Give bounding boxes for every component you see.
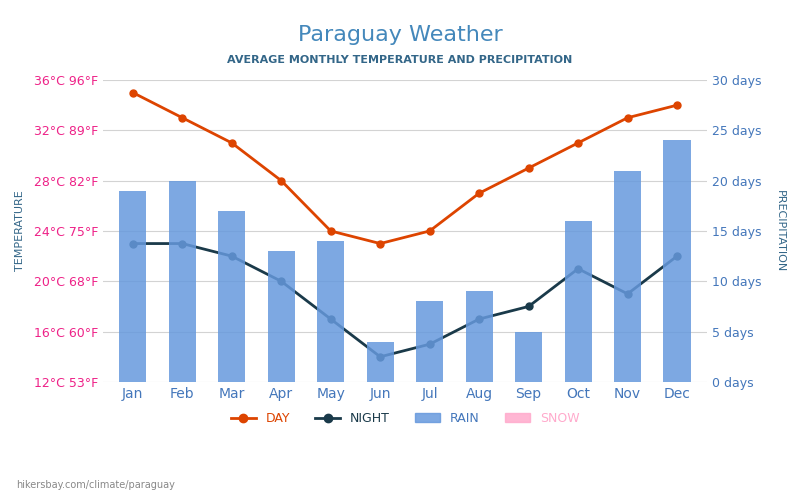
Bar <box>317 241 344 382</box>
Bar <box>663 140 690 382</box>
Bar <box>515 332 542 382</box>
Bar <box>169 180 196 382</box>
Bar <box>614 170 641 382</box>
Bar <box>565 221 592 382</box>
Text: AVERAGE MONTHLY TEMPERATURE AND PRECIPITATION: AVERAGE MONTHLY TEMPERATURE AND PRECIPIT… <box>227 55 573 65</box>
Bar <box>366 342 394 382</box>
Bar <box>466 292 493 382</box>
Y-axis label: TEMPERATURE: TEMPERATURE <box>15 190 25 272</box>
Bar <box>416 302 443 382</box>
Bar <box>119 190 146 382</box>
Bar <box>268 251 295 382</box>
Text: hikersbay.com/climate/paraguay: hikersbay.com/climate/paraguay <box>16 480 175 490</box>
Y-axis label: PRECIPITATION: PRECIPITATION <box>775 190 785 272</box>
Bar <box>218 211 246 382</box>
Text: Paraguay Weather: Paraguay Weather <box>298 25 502 45</box>
Legend: DAY, NIGHT, RAIN, SNOW: DAY, NIGHT, RAIN, SNOW <box>226 407 584 430</box>
